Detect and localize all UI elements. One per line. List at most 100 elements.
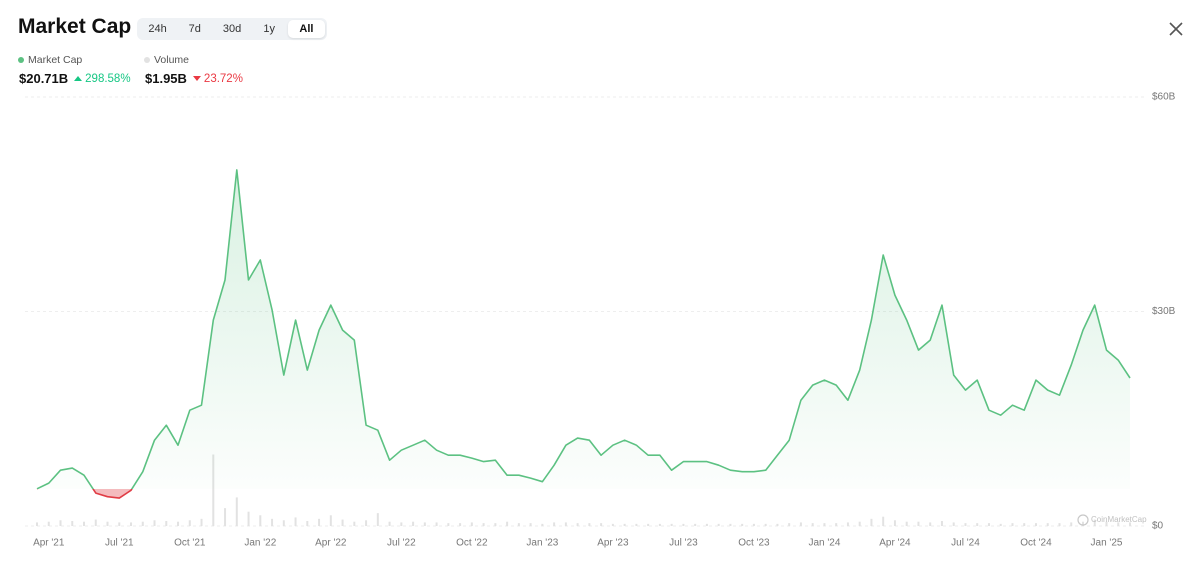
time-range-tab[interactable]: 30d [222,23,242,35]
volume-bar [365,520,368,526]
change-arrow [192,76,201,81]
volume-bar [694,523,697,526]
volume-bar [388,521,391,526]
volume-bar [635,523,638,526]
x-tick-label: Jan '23 [526,538,558,549]
x-tick-label: Jul '21 [105,538,134,549]
volume-bar [318,518,321,526]
volume-bar [776,523,779,526]
legend-dot [18,57,24,63]
watermark-logo [1077,514,1089,526]
y-tick-label: $0 [1152,521,1164,532]
x-tick-label: Apr '24 [879,538,911,549]
volume-bar [153,520,156,526]
x-tick-label: Oct '23 [738,538,770,549]
volume-bar [71,520,74,526]
volume-bar [447,523,450,526]
time-range-tab[interactable]: 1y [263,23,276,35]
y-tick-label: $60B [1152,92,1176,103]
volume-bar [1023,523,1026,526]
x-tick-label: Jul '22 [387,538,416,549]
x-tick-label: Oct '22 [456,538,488,549]
volume-bar [647,523,650,526]
volume-bar [764,523,767,526]
chart-title: Market Cap [18,15,132,38]
volume-bar [341,519,344,526]
volume-bar [987,523,990,526]
volume-bar [212,454,215,526]
volume-bar [553,522,556,526]
volume-bar [423,522,426,526]
volume-bar [823,523,826,526]
volume-bar [541,523,544,526]
summary-stat: $20.71B 298.58% [19,71,131,86]
volume-bar [1117,522,1120,526]
volume-bar [59,520,62,526]
volume-bar [1058,523,1061,526]
volume-bar [306,520,309,526]
area-fill [37,169,1130,499]
volume-bar [623,523,626,526]
volume-bar [576,523,579,526]
volume-bar [83,521,86,526]
volume-bar [200,518,203,526]
time-range-tab[interactable]: 24h [148,23,167,35]
market-cap-line [36,169,1131,499]
stat-change-text: 298.58% [85,72,131,85]
volume-bar [564,522,567,526]
volume-bar [870,518,873,526]
close-button[interactable] [1168,21,1184,37]
volume-bar [106,521,109,526]
change-arrow [74,76,83,81]
volume-bar [329,515,332,526]
time-range-tab[interactable]: 7d [188,23,201,35]
legend-dot [144,57,150,63]
volume-bar [517,523,520,526]
volume-bar [294,517,297,526]
volume-bar [729,523,732,526]
legend-label: Market Cap [28,54,83,66]
volume-bar [282,520,285,526]
stat-change: 23.72% [192,73,243,85]
volume-bar [1093,519,1096,526]
legend-label: Volume [154,54,190,66]
volume-bar [1046,523,1049,526]
volume-bar [36,522,38,526]
x-tick-label: Apr '22 [315,538,347,549]
volume-bar [376,513,379,526]
stat-value: $20.71B [19,71,69,86]
volume-bar [247,511,250,526]
volume-bar [188,520,191,526]
volume-bar [506,521,509,526]
time-range-tab[interactable]: All [287,20,326,38]
volume-bar [1011,523,1014,526]
volume-bar [670,523,673,526]
volume-bar [1129,522,1131,526]
x-tick-label: Jan '22 [244,538,276,549]
volume-bar [882,516,885,526]
watermark: CoinMarketCap [1091,515,1147,524]
volume-bar [412,521,415,526]
stat-value: $1.95B [145,71,187,86]
volume-bar [1105,521,1108,526]
x-tick-label: Apr '23 [597,538,629,549]
volume-bar [929,522,932,526]
volume-bar [435,522,438,526]
volume-bar [1070,522,1073,526]
volume-bar [976,523,979,526]
volume-bar [1081,521,1084,526]
x-tick-label: Oct '24 [1020,538,1052,549]
time-range-tabs: 24h 7d 30d 1y All [137,18,327,40]
volume-bar [658,523,661,526]
volume-bar [141,521,144,526]
volume-bar [529,523,532,526]
x-tick-label: Apr '21 [33,538,65,549]
volume-bar [600,523,603,526]
volume-bar [177,521,180,526]
summary-stat: $1.95B 23.72% [145,71,243,86]
volume-bar [611,523,614,526]
volume-bar [835,523,838,526]
volume-bar [705,523,708,526]
